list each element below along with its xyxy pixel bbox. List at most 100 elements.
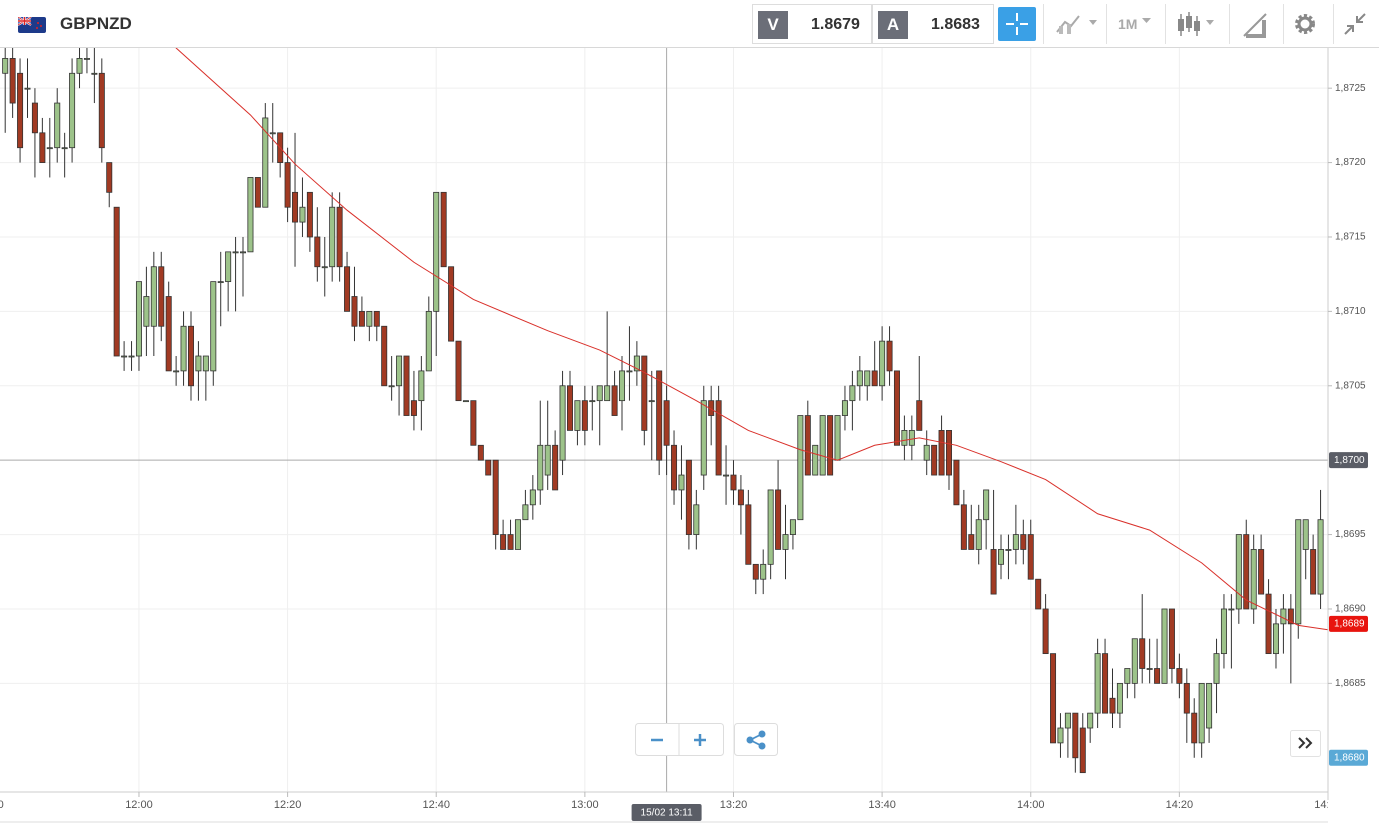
candle-body	[767, 489, 774, 565]
candle-body	[1317, 519, 1324, 595]
candle-body	[886, 340, 893, 372]
candle-body	[619, 370, 626, 402]
candle-body	[745, 504, 752, 565]
candle-body	[143, 296, 150, 327]
candle-body	[931, 444, 938, 476]
candle-body	[715, 400, 722, 476]
candle-body	[789, 519, 796, 535]
collapse-button[interactable]	[1343, 12, 1367, 36]
candle-body	[91, 72, 98, 75]
y-tick-label: 1,8720	[1335, 157, 1366, 168]
candle-body	[864, 370, 871, 387]
share-button[interactable]	[734, 723, 778, 756]
candle-body	[358, 310, 365, 327]
candle-body	[83, 58, 90, 60]
low-price-tag-label: 1,8680	[1334, 752, 1365, 763]
candle-body	[671, 444, 678, 491]
plot-area	[2, 48, 1328, 774]
candle-body	[916, 400, 923, 431]
crosshair-button[interactable]	[998, 7, 1036, 41]
candle-body	[678, 474, 685, 491]
symbol: GBPNZD	[60, 14, 132, 33]
candle-body	[656, 370, 663, 461]
y-tick-label: 1,8705	[1335, 380, 1366, 391]
candle-body	[685, 459, 692, 535]
last-price-tag-box	[1329, 615, 1368, 632]
candle-body	[344, 266, 351, 312]
sell-quote[interactable]: V 1.8679	[752, 4, 872, 44]
draw-button[interactable]	[1242, 12, 1268, 38]
candle-body	[1050, 653, 1057, 744]
candle-body	[1220, 608, 1227, 655]
candle-body	[1161, 608, 1168, 684]
candle-body	[1102, 653, 1109, 714]
candle-body	[1206, 682, 1213, 729]
scroll-end-button[interactable]	[1290, 730, 1322, 758]
candle-body	[760, 563, 767, 580]
candle-body	[1250, 549, 1257, 610]
candle-body	[1168, 608, 1175, 669]
x-tick-label: 13:20	[720, 799, 748, 811]
candle-body	[2, 58, 9, 74]
candle-body	[314, 236, 321, 268]
candle-body	[901, 430, 908, 446]
zoom-controls	[635, 723, 778, 756]
candle-body	[1005, 549, 1012, 551]
candle-body	[351, 296, 358, 327]
candle-body	[1213, 653, 1220, 684]
zoom-in-button[interactable]	[694, 734, 706, 746]
candle-body	[812, 444, 819, 476]
buy-quote[interactable]: A 1.8683	[872, 4, 994, 44]
candle-body	[410, 400, 417, 416]
candle-body	[448, 266, 455, 342]
candle-body	[477, 444, 484, 461]
candle-body	[433, 191, 440, 312]
candle-body	[1191, 712, 1198, 744]
candle-body	[834, 415, 841, 461]
candle-body	[723, 474, 730, 477]
candle-body	[1183, 682, 1190, 714]
candle-body	[827, 415, 834, 476]
candle-body	[388, 385, 395, 388]
candle-body	[1295, 519, 1302, 625]
candle-body	[247, 177, 254, 253]
candle-body	[730, 474, 737, 491]
candle-body	[737, 489, 744, 506]
candle-body	[485, 459, 492, 476]
candle-body	[128, 355, 135, 358]
candle-body	[61, 147, 68, 150]
candle-body	[217, 281, 224, 284]
toolbar: GBPNZD V 1.8679 A 1.8683 1M	[0, 0, 1379, 48]
candle-body	[1064, 712, 1071, 729]
chart-type-button[interactable]	[1055, 12, 1101, 36]
candle-body	[804, 415, 811, 476]
candle-body	[633, 355, 640, 372]
timeframe[interactable]: 1M	[1118, 16, 1138, 32]
candle-body	[1072, 712, 1079, 759]
candle-body	[945, 430, 952, 476]
candle-body	[1124, 668, 1131, 684]
y-tick-label: 1,8695	[1335, 529, 1366, 540]
candle-body	[648, 400, 655, 403]
candle-body	[1302, 519, 1309, 550]
candle-body	[1094, 653, 1101, 714]
candle-body	[559, 385, 566, 461]
candle-body	[418, 370, 425, 402]
candle-body	[611, 385, 618, 416]
candle-body	[566, 385, 573, 431]
crosshair-price-tag-box	[1329, 452, 1368, 469]
settings-button[interactable]	[1293, 12, 1317, 36]
candle-body	[529, 489, 536, 506]
y-tick-label: 1,8710	[1335, 306, 1366, 317]
x-tick-label: 12:40	[422, 799, 450, 811]
candles-button[interactable]	[1176, 12, 1222, 38]
candle-body	[1154, 668, 1161, 684]
candle-body	[1310, 549, 1317, 595]
candle-body	[299, 206, 306, 223]
candle-body	[1235, 534, 1242, 610]
candle-body	[396, 355, 403, 387]
low-price-tag-box	[1329, 749, 1368, 766]
y-tick-label: 1,8690	[1335, 604, 1366, 615]
